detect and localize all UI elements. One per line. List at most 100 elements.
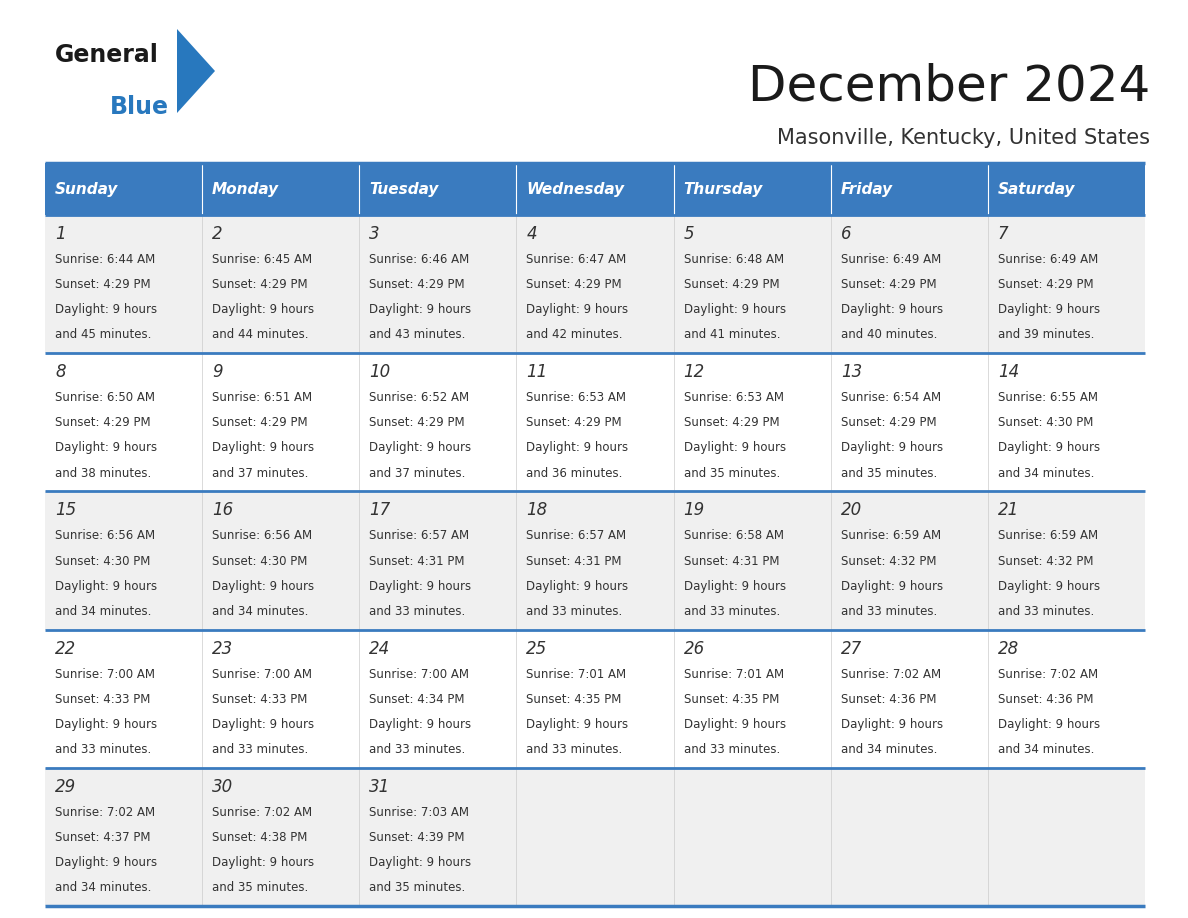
Text: 26: 26 — [683, 640, 704, 657]
Text: 6: 6 — [841, 225, 852, 243]
Bar — [202, 491, 359, 630]
Bar — [202, 353, 359, 491]
Text: Sunset: 4:35 PM: Sunset: 4:35 PM — [683, 693, 779, 706]
Text: 20: 20 — [841, 501, 862, 520]
Text: Sunrise: 7:01 AM: Sunrise: 7:01 AM — [683, 667, 784, 680]
Text: Saturday: Saturday — [998, 182, 1075, 196]
Text: Sunrise: 7:03 AM: Sunrise: 7:03 AM — [369, 806, 469, 819]
Text: and 33 minutes.: and 33 minutes. — [683, 743, 779, 756]
Text: Sunrise: 7:00 AM: Sunrise: 7:00 AM — [369, 667, 469, 680]
Text: and 33 minutes.: and 33 minutes. — [998, 605, 1094, 618]
Bar — [517, 215, 674, 353]
Text: 30: 30 — [213, 778, 233, 796]
Bar — [517, 630, 674, 767]
Text: Sunrise: 6:57 AM: Sunrise: 6:57 AM — [526, 530, 626, 543]
Text: and 33 minutes.: and 33 minutes. — [55, 743, 151, 756]
Text: and 33 minutes.: and 33 minutes. — [369, 605, 466, 618]
Text: Sunset: 4:29 PM: Sunset: 4:29 PM — [369, 417, 465, 430]
Text: and 38 minutes.: and 38 minutes. — [55, 466, 151, 479]
Text: Sunrise: 7:01 AM: Sunrise: 7:01 AM — [526, 667, 626, 680]
Text: and 33 minutes.: and 33 minutes. — [683, 605, 779, 618]
Text: Sunrise: 7:02 AM: Sunrise: 7:02 AM — [998, 667, 1098, 680]
Text: Sunset: 4:32 PM: Sunset: 4:32 PM — [998, 554, 1093, 567]
Text: and 34 minutes.: and 34 minutes. — [841, 743, 937, 756]
Text: Sunrise: 7:02 AM: Sunrise: 7:02 AM — [841, 667, 941, 680]
Text: Sunset: 4:29 PM: Sunset: 4:29 PM — [55, 278, 151, 291]
Text: Sunrise: 6:53 AM: Sunrise: 6:53 AM — [526, 391, 626, 404]
Text: Sunrise: 7:02 AM: Sunrise: 7:02 AM — [213, 806, 312, 819]
Text: Sunset: 4:29 PM: Sunset: 4:29 PM — [369, 278, 465, 291]
Text: Sunset: 4:33 PM: Sunset: 4:33 PM — [55, 693, 151, 706]
Text: and 33 minutes.: and 33 minutes. — [841, 605, 937, 618]
Text: Sunrise: 6:59 AM: Sunrise: 6:59 AM — [841, 530, 941, 543]
Text: Daylight: 9 hours: Daylight: 9 hours — [369, 442, 472, 454]
Text: and 35 minutes.: and 35 minutes. — [683, 466, 779, 479]
Text: Daylight: 9 hours: Daylight: 9 hours — [369, 718, 472, 731]
Bar — [517, 767, 674, 906]
Text: 23: 23 — [213, 640, 233, 657]
Bar — [830, 767, 988, 906]
Text: and 34 minutes.: and 34 minutes. — [55, 605, 151, 618]
Text: Sunrise: 6:52 AM: Sunrise: 6:52 AM — [369, 391, 469, 404]
Text: Sunset: 4:36 PM: Sunset: 4:36 PM — [998, 693, 1093, 706]
Text: 14: 14 — [998, 364, 1019, 381]
Text: Sunday: Sunday — [55, 182, 119, 196]
Text: Daylight: 9 hours: Daylight: 9 hours — [526, 303, 628, 317]
Text: 2: 2 — [213, 225, 223, 243]
Text: Daylight: 9 hours: Daylight: 9 hours — [213, 442, 315, 454]
Text: Sunset: 4:29 PM: Sunset: 4:29 PM — [683, 417, 779, 430]
Text: Wednesday: Wednesday — [526, 182, 625, 196]
Text: Sunset: 4:30 PM: Sunset: 4:30 PM — [213, 554, 308, 567]
Bar — [830, 630, 988, 767]
Text: Sunset: 4:39 PM: Sunset: 4:39 PM — [369, 831, 465, 844]
Text: Sunrise: 6:51 AM: Sunrise: 6:51 AM — [213, 391, 312, 404]
Text: Daylight: 9 hours: Daylight: 9 hours — [841, 442, 943, 454]
Text: Sunrise: 6:56 AM: Sunrise: 6:56 AM — [55, 530, 156, 543]
Bar — [45, 163, 202, 215]
Text: Masonville, Kentucky, United States: Masonville, Kentucky, United States — [777, 128, 1150, 148]
Text: Sunrise: 6:46 AM: Sunrise: 6:46 AM — [369, 253, 469, 266]
Text: 3: 3 — [369, 225, 380, 243]
Text: Daylight: 9 hours: Daylight: 9 hours — [213, 856, 315, 869]
Bar — [359, 630, 517, 767]
Text: Friday: Friday — [841, 182, 893, 196]
Text: 16: 16 — [213, 501, 233, 520]
Bar — [359, 215, 517, 353]
Text: Sunset: 4:35 PM: Sunset: 4:35 PM — [526, 693, 621, 706]
Text: Daylight: 9 hours: Daylight: 9 hours — [369, 856, 472, 869]
Bar — [359, 353, 517, 491]
Text: Daylight: 9 hours: Daylight: 9 hours — [369, 303, 472, 317]
Text: Sunset: 4:29 PM: Sunset: 4:29 PM — [998, 278, 1093, 291]
Bar — [359, 163, 517, 215]
Text: Sunrise: 6:47 AM: Sunrise: 6:47 AM — [526, 253, 627, 266]
Text: 5: 5 — [683, 225, 694, 243]
Text: 8: 8 — [55, 364, 65, 381]
Text: Sunset: 4:33 PM: Sunset: 4:33 PM — [213, 693, 308, 706]
Text: Tuesday: Tuesday — [369, 182, 438, 196]
Text: Daylight: 9 hours: Daylight: 9 hours — [55, 303, 157, 317]
Text: Sunset: 4:29 PM: Sunset: 4:29 PM — [841, 417, 936, 430]
Text: Sunset: 4:29 PM: Sunset: 4:29 PM — [526, 278, 623, 291]
Text: and 39 minutes.: and 39 minutes. — [998, 329, 1094, 341]
Text: Daylight: 9 hours: Daylight: 9 hours — [213, 579, 315, 593]
Text: and 40 minutes.: and 40 minutes. — [841, 329, 937, 341]
Text: Daylight: 9 hours: Daylight: 9 hours — [841, 303, 943, 317]
Bar — [988, 163, 1145, 215]
Text: Sunset: 4:37 PM: Sunset: 4:37 PM — [55, 831, 151, 844]
Text: 25: 25 — [526, 640, 548, 657]
Bar — [517, 491, 674, 630]
Text: Daylight: 9 hours: Daylight: 9 hours — [369, 579, 472, 593]
Text: Daylight: 9 hours: Daylight: 9 hours — [683, 442, 785, 454]
Text: and 35 minutes.: and 35 minutes. — [213, 881, 309, 894]
Text: Sunrise: 6:44 AM: Sunrise: 6:44 AM — [55, 253, 156, 266]
Bar — [988, 353, 1145, 491]
Bar — [517, 163, 674, 215]
Text: Sunrise: 6:55 AM: Sunrise: 6:55 AM — [998, 391, 1098, 404]
Bar — [45, 215, 202, 353]
Text: 4: 4 — [526, 225, 537, 243]
Bar — [359, 491, 517, 630]
Text: Daylight: 9 hours: Daylight: 9 hours — [55, 579, 157, 593]
Text: 31: 31 — [369, 778, 391, 796]
Text: Daylight: 9 hours: Daylight: 9 hours — [998, 303, 1100, 317]
Text: 15: 15 — [55, 501, 76, 520]
